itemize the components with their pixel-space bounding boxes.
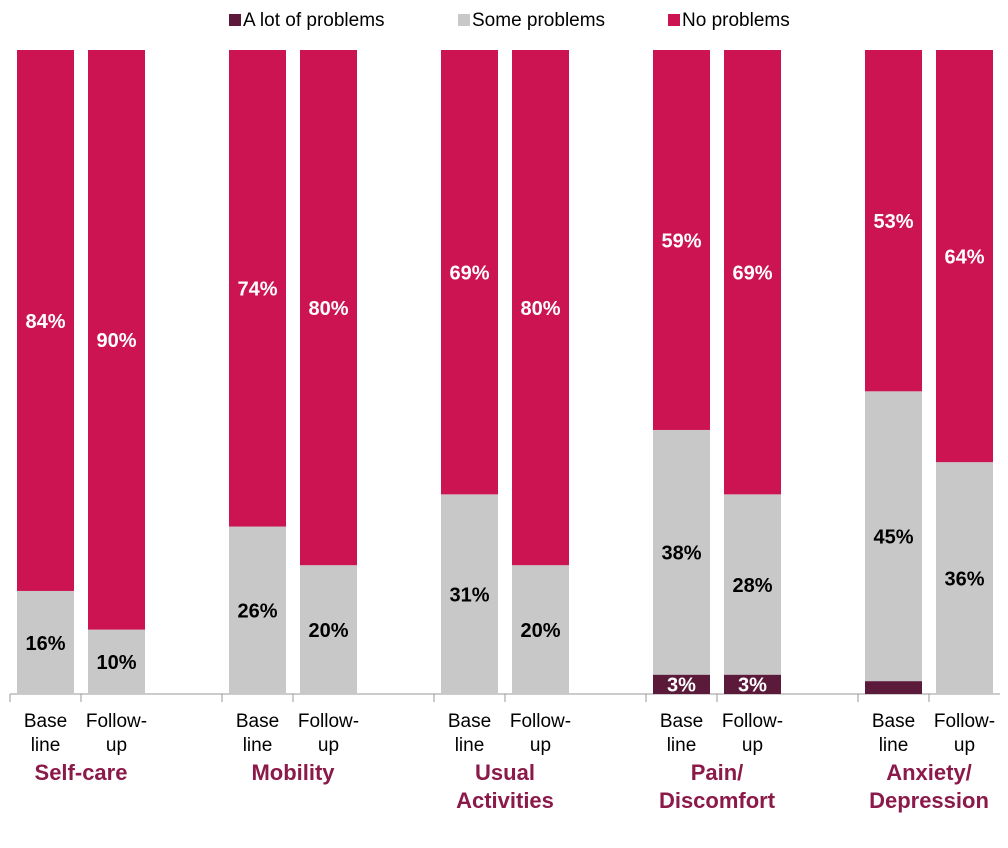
- bar-segment: [229, 526, 286, 694]
- bar-segment: [653, 674, 710, 694]
- data-label: 16%: [25, 633, 65, 655]
- legend-label: Some problems: [472, 10, 605, 31]
- x-tick-label: Follow-: [298, 711, 359, 732]
- x-tick-label: up: [106, 735, 127, 756]
- data-label: 36%: [944, 568, 984, 590]
- data-label: 74%: [237, 279, 277, 301]
- x-tick-label: Base: [24, 711, 67, 732]
- data-label: 31%: [449, 584, 489, 606]
- x-tick-label: Base: [872, 711, 915, 732]
- bar-segment: [441, 50, 498, 495]
- bar-segment: [724, 494, 781, 675]
- bar-segment: [653, 50, 710, 430]
- data-label: 59%: [661, 230, 701, 252]
- group-label: Anxiety/: [886, 760, 972, 785]
- x-tick-label: up: [954, 735, 975, 756]
- data-label: 84%: [25, 311, 65, 333]
- bar-segment: [300, 565, 357, 694]
- bar-segment: [865, 391, 922, 682]
- bar-segment: [88, 629, 145, 694]
- group-label: Usual: [475, 760, 535, 785]
- data-label: 45%: [873, 527, 913, 549]
- data-label: 20%: [520, 620, 560, 642]
- group-label: Depression: [869, 788, 989, 813]
- data-label: 69%: [732, 262, 772, 284]
- bar-segment: [300, 50, 357, 566]
- x-tick-label: line: [455, 735, 485, 756]
- data-label: 28%: [732, 575, 772, 597]
- legend-label: No problems: [682, 10, 790, 31]
- data-label: 26%: [237, 601, 277, 623]
- legend-swatch: [668, 14, 680, 26]
- bar-segment: [724, 674, 781, 694]
- x-tick-label: Base: [448, 711, 491, 732]
- group-label: Self-care: [35, 760, 128, 785]
- bar-segment: [865, 681, 922, 694]
- bar-segment: [653, 429, 710, 675]
- bar-segment: [512, 565, 569, 694]
- x-tick-label: Base: [236, 711, 279, 732]
- data-label: 38%: [661, 543, 701, 565]
- bar-segment: [17, 590, 74, 694]
- data-label: 53%: [873, 211, 913, 233]
- x-tick-label: Follow-: [86, 711, 147, 732]
- bar-segment: [724, 50, 781, 495]
- bar-segment: [865, 50, 922, 392]
- data-label: 3%: [738, 675, 767, 697]
- bar-segment: [441, 494, 498, 694]
- x-tick-label: up: [530, 735, 551, 756]
- x-tick-label: Follow-: [722, 711, 783, 732]
- bar-segment: [229, 50, 286, 527]
- x-tick-label: line: [667, 735, 697, 756]
- legend-swatch: [458, 14, 470, 26]
- group-label: Activities: [456, 788, 554, 813]
- legend-swatch: [229, 14, 241, 26]
- x-tick-label: line: [31, 735, 61, 756]
- bar-segment: [88, 50, 145, 630]
- data-label: 69%: [449, 262, 489, 284]
- bar-segment: [512, 50, 569, 566]
- bar-segment: [17, 50, 74, 591]
- bar-segment: [936, 50, 993, 463]
- bar-segment: [936, 462, 993, 694]
- data-label: 10%: [96, 652, 136, 674]
- group-label: Discomfort: [659, 788, 776, 813]
- x-tick-label: Base: [660, 711, 703, 732]
- group-label: Mobility: [251, 760, 335, 785]
- data-label: 90%: [96, 330, 136, 352]
- data-label: 3%: [667, 675, 696, 697]
- x-tick-label: up: [742, 735, 763, 756]
- x-tick-label: Follow-: [934, 711, 995, 732]
- x-tick-label: line: [879, 735, 909, 756]
- group-label: Pain/: [691, 760, 744, 785]
- data-label: 80%: [520, 298, 560, 320]
- x-tick-label: up: [318, 735, 339, 756]
- x-tick-label: Follow-: [510, 711, 571, 732]
- legend-label: A lot of problems: [243, 10, 385, 31]
- x-tick-label: line: [243, 735, 273, 756]
- data-label: 20%: [308, 620, 348, 642]
- data-label: 80%: [308, 298, 348, 320]
- data-label: 64%: [944, 246, 984, 268]
